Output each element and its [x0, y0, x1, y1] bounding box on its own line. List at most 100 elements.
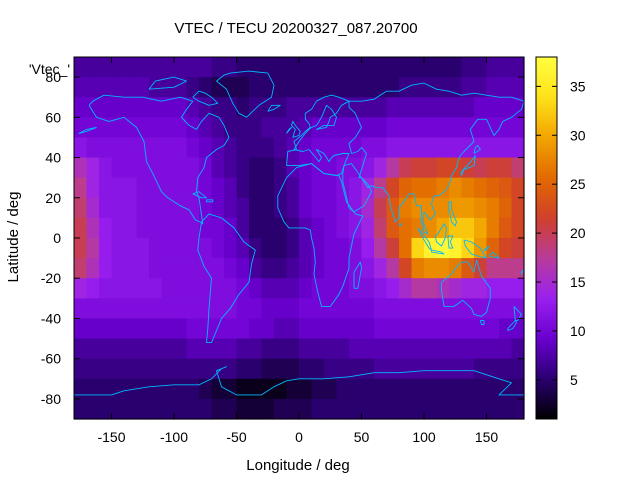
x-tick-label: 0 [295, 429, 303, 445]
heatmap-cell [349, 157, 363, 179]
heatmap-cell [136, 338, 150, 360]
heatmap-cell [474, 298, 488, 320]
heatmap-cell [186, 398, 200, 420]
heatmap-cell [311, 57, 325, 78]
coastline [206, 199, 214, 203]
heatmap-cell [224, 258, 238, 279]
heatmap-cell [399, 298, 413, 320]
y-tick-label: 60 [45, 109, 61, 125]
heatmap-cell [249, 97, 263, 118]
heatmap-cell [349, 177, 363, 199]
heatmap-cell [186, 137, 200, 159]
heatmap-cell [211, 137, 225, 159]
heatmap-cell [336, 378, 350, 400]
heatmap-cell [124, 217, 138, 239]
heatmap-cell [486, 278, 500, 299]
heatmap-cell [399, 358, 413, 380]
heatmap-cell [361, 137, 375, 159]
heatmap-cell [261, 278, 275, 299]
heatmap-cell [336, 358, 350, 380]
heatmap-cell [136, 378, 150, 400]
heatmap-cell [99, 157, 113, 179]
heatmap-cell [449, 238, 463, 259]
heatmap-cell [336, 57, 350, 78]
heatmap-cell [349, 318, 363, 340]
heatmap-cell [411, 57, 425, 78]
heatmap-cell [86, 298, 100, 320]
heatmap-cell [411, 157, 425, 179]
heatmap-cell [386, 378, 400, 400]
heatmap-cell [99, 97, 113, 118]
heatmap-cell [74, 137, 88, 159]
heatmap-cell [86, 258, 100, 279]
x-tick-label: 150 [475, 429, 499, 445]
heatmap-cell [249, 157, 263, 179]
heatmap-cell [261, 378, 275, 400]
y-axis-label: Latitude / deg [5, 192, 22, 283]
heatmap-cell [224, 238, 238, 259]
heatmap-cell [74, 358, 88, 380]
heatmap-cell [361, 358, 375, 380]
heatmap-cell [461, 378, 475, 400]
heatmap-cell [324, 398, 338, 420]
heatmap-cell [111, 197, 125, 219]
x-tick-label: 50 [354, 429, 370, 445]
heatmap-cell [349, 398, 363, 420]
heatmap-cell [249, 338, 263, 360]
heatmap-cell [436, 137, 450, 159]
heatmap-cell [436, 197, 450, 219]
heatmap-cell [474, 378, 488, 400]
heatmap-cell [249, 117, 263, 139]
heatmap-cell [361, 238, 375, 259]
heatmap-cell [511, 278, 525, 299]
heatmap-cell [161, 298, 175, 320]
heatmap-cell [486, 177, 500, 199]
heatmap-cell [486, 77, 500, 98]
heatmap-cell [436, 358, 450, 380]
heatmap-cell [411, 298, 425, 320]
heatmap-cell [499, 57, 513, 78]
heatmap-cell [436, 97, 450, 118]
heatmap-cell [261, 358, 275, 380]
heatmap-cell [261, 217, 275, 239]
heatmap-cell [324, 338, 338, 360]
heatmap-cell [161, 217, 175, 239]
heatmap-cell [99, 177, 113, 199]
heatmap-cell [411, 338, 425, 360]
heatmap-cell [211, 117, 225, 139]
heatmap-cell [424, 97, 438, 118]
heatmap-cell [336, 77, 350, 98]
heatmap-cell [161, 137, 175, 159]
heatmap-cell [411, 97, 425, 118]
heatmap-cell [136, 298, 150, 320]
heatmap-cell [211, 97, 225, 118]
heatmap-cell [399, 177, 413, 199]
heatmap-cell [311, 258, 325, 279]
heatmap-cell [411, 77, 425, 98]
heatmap-cell [274, 77, 288, 98]
heatmap-cell [224, 358, 238, 380]
heatmap-cell [399, 97, 413, 118]
heatmap-cell [461, 197, 475, 219]
heatmap-cell [461, 57, 475, 78]
heatmap-cell [411, 197, 425, 219]
heatmap-cell [511, 117, 525, 139]
heatmap-cell [124, 258, 138, 279]
heatmap-cell [199, 358, 213, 380]
heatmap-cell [274, 157, 288, 179]
coastline [342, 163, 372, 213]
heatmap-cell [261, 318, 275, 340]
heatmap-cell [436, 298, 450, 320]
heatmap-cell [161, 378, 175, 400]
heatmap-cell [399, 318, 413, 340]
colorbar: 5 10 15 20 25 30 35 [535, 56, 586, 420]
heatmap-cell [174, 157, 188, 179]
heatmap-cell [324, 57, 338, 78]
heatmap-cell [186, 177, 200, 199]
heatmap-cell [111, 238, 125, 259]
heatmap-cell [211, 258, 225, 279]
heatmap-cell [424, 378, 438, 400]
y-tick-label: -60 [41, 351, 61, 367]
heatmap-cell [374, 318, 388, 340]
heatmap-cell [211, 338, 225, 360]
